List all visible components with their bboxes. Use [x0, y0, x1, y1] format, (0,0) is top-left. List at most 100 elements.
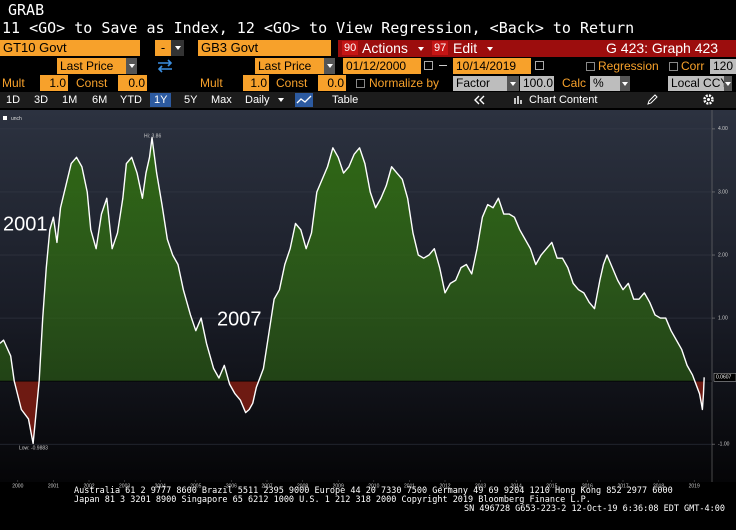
regression-label: Regression [598, 59, 659, 73]
calendar-icon[interactable] [535, 61, 544, 70]
y-tick-label: 3.00 [718, 189, 728, 195]
field-select[interactable]: Last Price [255, 58, 335, 74]
tab-bar [0, 92, 736, 108]
mult-input[interactable]: 1.0 [243, 75, 269, 91]
period-tab[interactable]: 5Y [184, 94, 198, 106]
edit-menu[interactable]: Edit [453, 40, 478, 56]
menu-key: 90 [342, 41, 359, 55]
start-date[interactable]: 01/12/2000 [343, 58, 421, 74]
screen-title: GRAB [8, 1, 45, 19]
y-tick-label: 4.00 [718, 126, 728, 132]
security-input[interactable]: GB3 Govt [198, 40, 331, 56]
factor-dropdown[interactable] [507, 76, 519, 91]
field-select[interactable]: Last Price [57, 58, 137, 74]
x-tick-label: 2007 [261, 483, 272, 489]
corr-label: Corr [681, 59, 705, 73]
normalize-checkbox[interactable] [356, 79, 365, 88]
footer-line: Japan 81 3 3201 8900 Singapore 65 6212 1… [74, 495, 591, 505]
x-tick-label: 2018 [653, 483, 664, 489]
settings-icon[interactable] [702, 93, 715, 106]
instructions: 11 <GO> to Save as Index, 12 <GO> to Vie… [2, 19, 635, 37]
actions-menu[interactable]: Actions [362, 40, 408, 56]
annotation: 2007 [217, 308, 262, 330]
chart: unch -1.00 1.00 2.00 3.00 4.00 2000 2001 2002 20… [0, 110, 736, 489]
const-label: Const [76, 76, 108, 90]
chart-content-button[interactable]: Chart Content [529, 94, 598, 106]
dropdown-arrow [487, 47, 493, 51]
x-tick-label: 2000 [12, 483, 23, 489]
security-input[interactable]: GT10 Govt [0, 40, 140, 56]
period-tab[interactable]: 1Y [150, 93, 172, 107]
calc-dropdown[interactable] [620, 76, 630, 91]
footer-line: SN 496728 G653-223-2 12-Oct-19 6:36:08 E… [464, 504, 725, 514]
y-tick-label: -1.00 [718, 441, 730, 447]
x-tick-label: 2014 [511, 483, 522, 489]
collapse-icon[interactable] [474, 95, 486, 105]
period-tab[interactable]: Max [211, 94, 232, 106]
annotation: Low: -0.9883 [19, 445, 48, 451]
currency-dropdown[interactable] [724, 76, 732, 91]
period-tab[interactable]: 1D [6, 94, 21, 106]
x-tick-label: 2009 [333, 483, 344, 489]
legend-label: unch [11, 116, 22, 122]
x-tick-label: 2008 [297, 483, 308, 489]
period-tab[interactable]: 1M [62, 94, 78, 106]
end-date[interactable]: 10/14/2019 [453, 58, 531, 74]
operator-input[interactable]: - [155, 40, 171, 56]
annotation: Hi: 3.86 [144, 133, 161, 139]
edit-icon[interactable] [646, 94, 658, 106]
mult-input[interactable]: 1.0 [40, 75, 68, 91]
x-tick-label: 2012 [439, 483, 450, 489]
x-tick-label: 2016 [582, 483, 593, 489]
area [0, 137, 705, 444]
mult-label: Mult [200, 76, 223, 90]
normalize-label: Normalize by [369, 76, 440, 90]
const-input[interactable]: 0.0 [318, 75, 346, 91]
chart-type-icon[interactable] [295, 93, 313, 107]
field-dropdown[interactable] [324, 58, 335, 74]
mult-label: Mult [2, 76, 25, 90]
dropdown-arrow [278, 98, 284, 102]
date-separator [439, 65, 447, 66]
frequency-select[interactable]: Daily [245, 94, 270, 106]
x-tick-label: 2002 [83, 483, 94, 489]
x-tick-label: 2001 [48, 483, 59, 489]
factor-value[interactable]: 100.0 [520, 76, 554, 91]
legend-swatch [3, 116, 7, 120]
y-tick-label: 2.00 [718, 252, 728, 258]
last-value-label: 0.0607 [716, 375, 732, 381]
x-tick-label: 2013 [475, 483, 486, 489]
regression-checkbox[interactable] [586, 62, 595, 71]
footer-line: Australia 61 2 9777 8600 Brazil 5511 239… [74, 486, 673, 496]
last-value-tag [713, 373, 736, 382]
const-label: Const [276, 76, 308, 90]
x-tick-label: 2010 [368, 483, 379, 489]
period-tab[interactable]: 3D [34, 94, 49, 106]
x-tick-label: 2003 [119, 483, 130, 489]
corr-checkbox[interactable] [669, 62, 678, 71]
x-tick-label: 2015 [546, 483, 557, 489]
annotation: 2001 [3, 213, 48, 235]
line [0, 137, 705, 445]
const-input[interactable]: 0.0 [118, 75, 147, 91]
graph-id: G 423: Graph 423 [606, 40, 719, 56]
calendar-icon[interactable] [424, 61, 433, 70]
x-tick-label: 2006 [226, 483, 237, 489]
chart-content-icon[interactable] [514, 95, 524, 105]
swap-icon[interactable] [155, 59, 175, 73]
period-tab[interactable]: 6M [92, 94, 108, 106]
x-tick-label: 2011 [404, 483, 415, 489]
period-tab[interactable]: YTD [120, 94, 142, 106]
field-dropdown[interactable] [126, 58, 137, 74]
factor-select[interactable]: Factor [453, 76, 519, 91]
corr-window[interactable]: 120 [710, 59, 736, 74]
x-tick-label: 2017 [617, 483, 628, 489]
x-tick-label: 2019 [689, 483, 700, 489]
menu-key: 97 [432, 41, 449, 55]
calc-label: Calc [562, 76, 587, 90]
currency-select[interactable]: Local CCY [668, 76, 732, 91]
table-button[interactable]: Table [332, 94, 359, 106]
y-tick-label: 1.00 [718, 315, 728, 321]
operator-dropdown[interactable] [171, 40, 184, 56]
